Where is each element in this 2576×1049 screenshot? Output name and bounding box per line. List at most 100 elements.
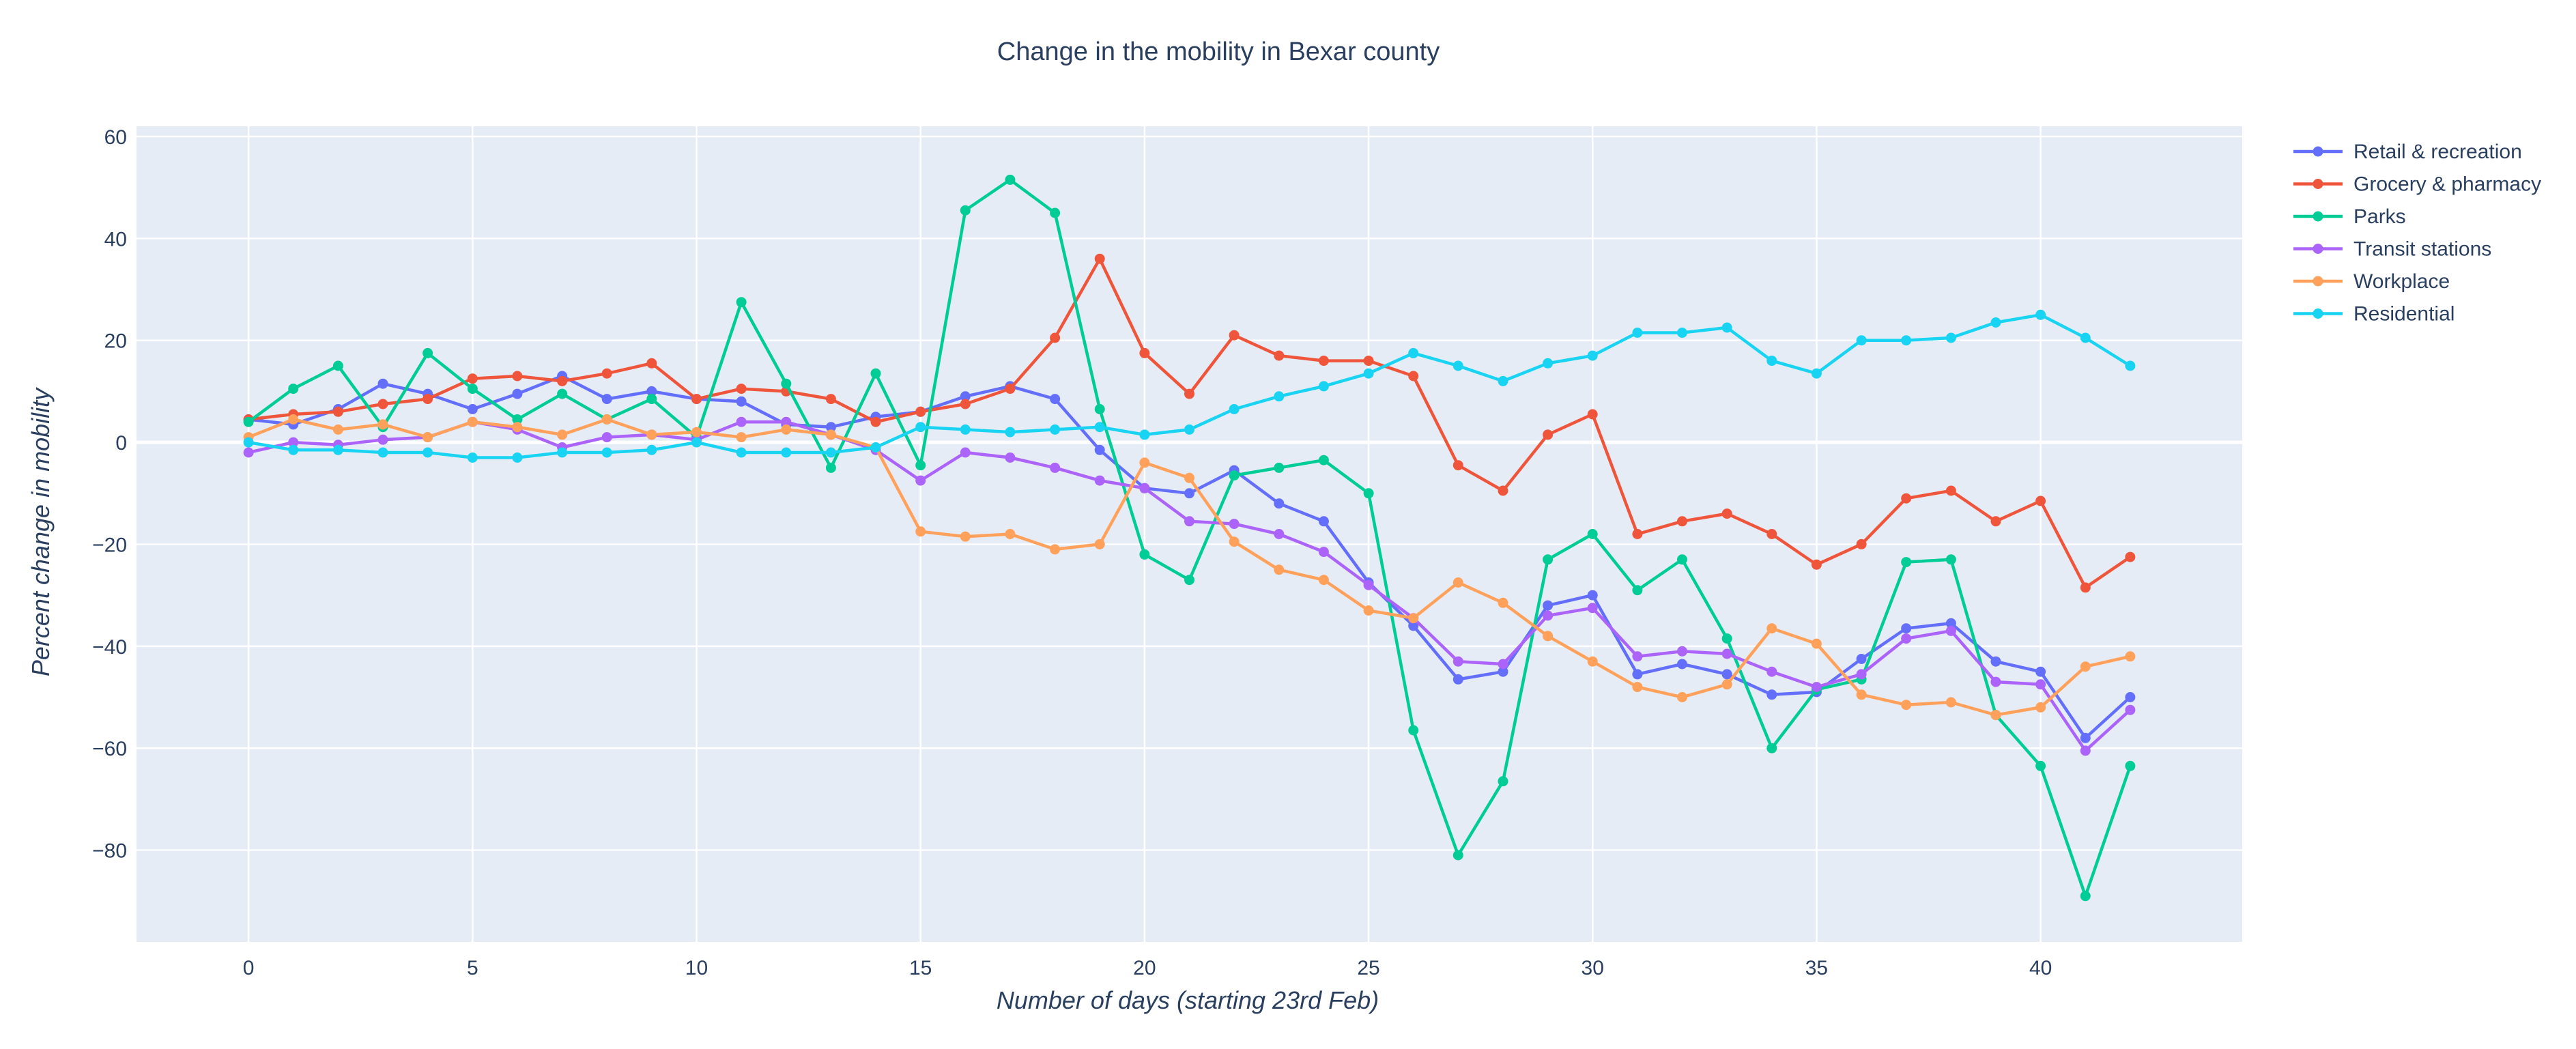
data-point-grocery-pharmacy[interactable]	[377, 399, 388, 409]
data-point-parks[interactable]	[1408, 725, 1419, 736]
data-point-residential[interactable]	[1721, 322, 1732, 333]
data-point-workplace[interactable]	[423, 432, 433, 443]
data-point-residential[interactable]	[288, 444, 299, 455]
data-point-parks[interactable]	[1318, 455, 1329, 465]
data-point-parks[interactable]	[646, 394, 657, 405]
data-point-retail-recreation[interactable]	[1990, 656, 2001, 667]
data-point-workplace[interactable]	[1229, 536, 1240, 547]
data-point-retail-recreation[interactable]	[601, 394, 612, 405]
data-point-workplace[interactable]	[332, 424, 343, 435]
data-point-residential[interactable]	[1766, 356, 1777, 367]
data-point-residential[interactable]	[960, 424, 971, 435]
data-point-retail-recreation[interactable]	[1766, 689, 1777, 700]
data-point-residential[interactable]	[870, 442, 881, 452]
data-point-workplace[interactable]	[512, 422, 523, 433]
data-point-workplace[interactable]	[646, 429, 657, 440]
data-point-transit-stations[interactable]	[1050, 462, 1061, 473]
data-point-parks[interactable]	[1452, 850, 1463, 861]
data-point-workplace[interactable]	[2080, 661, 2091, 672]
data-point-grocery-pharmacy[interactable]	[1543, 429, 1554, 440]
data-point-workplace[interactable]	[1587, 656, 1598, 667]
data-point-transit-stations[interactable]	[2125, 704, 2136, 715]
data-point-workplace[interactable]	[1139, 457, 1150, 468]
data-point-grocery-pharmacy[interactable]	[1587, 409, 1598, 420]
data-point-residential[interactable]	[1632, 328, 1643, 338]
data-point-workplace[interactable]	[1766, 623, 1777, 634]
data-point-residential[interactable]	[1363, 368, 1374, 379]
data-point-transit-stations[interactable]	[1498, 659, 1508, 670]
data-point-residential[interactable]	[557, 447, 568, 458]
data-point-residential[interactable]	[1811, 368, 1822, 379]
data-point-residential[interactable]	[332, 444, 343, 455]
data-point-grocery-pharmacy[interactable]	[1139, 347, 1150, 358]
data-point-parks[interactable]	[557, 388, 568, 399]
data-point-grocery-pharmacy[interactable]	[2125, 551, 2136, 562]
data-point-retail-recreation[interactable]	[1543, 600, 1554, 611]
data-point-retail-recreation[interactable]	[1498, 666, 1508, 677]
data-point-transit-stations[interactable]	[1990, 676, 2001, 687]
data-point-retail-recreation[interactable]	[2035, 666, 2046, 677]
data-point-workplace[interactable]	[781, 424, 792, 435]
data-point-workplace[interactable]	[1721, 679, 1732, 690]
data-point-parks[interactable]	[1184, 575, 1194, 586]
legend-item-retail-recreation[interactable]: Retail & recreation	[2293, 141, 2522, 163]
data-point-grocery-pharmacy[interactable]	[1094, 253, 1105, 264]
data-point-parks[interactable]	[1632, 585, 1643, 596]
data-point-transit-stations[interactable]	[1005, 452, 1016, 463]
data-point-workplace[interactable]	[1811, 638, 1822, 649]
data-point-grocery-pharmacy[interactable]	[1274, 350, 1285, 361]
data-point-residential[interactable]	[825, 447, 836, 458]
data-point-parks[interactable]	[781, 378, 792, 389]
data-point-retail-recreation[interactable]	[1901, 623, 1912, 634]
data-point-workplace[interactable]	[1856, 689, 1867, 700]
data-point-grocery-pharmacy[interactable]	[1677, 516, 1687, 527]
data-point-retail-recreation[interactable]	[2125, 692, 2136, 702]
data-point-residential[interactable]	[423, 447, 433, 458]
data-point-grocery-pharmacy[interactable]	[1766, 529, 1777, 539]
data-point-transit-stations[interactable]	[1452, 656, 1463, 667]
data-point-retail-recreation[interactable]	[512, 388, 523, 399]
data-point-grocery-pharmacy[interactable]	[1945, 485, 1956, 496]
data-point-residential[interactable]	[1452, 360, 1463, 371]
data-point-workplace[interactable]	[1498, 597, 1508, 608]
data-point-transit-stations[interactable]	[1139, 483, 1150, 493]
data-point-transit-stations[interactable]	[288, 437, 299, 448]
data-point-transit-stations[interactable]	[1274, 529, 1285, 539]
data-point-residential[interactable]	[1901, 335, 1912, 346]
data-point-transit-stations[interactable]	[1901, 633, 1912, 644]
data-point-parks[interactable]	[1094, 404, 1105, 414]
data-point-residential[interactable]	[2035, 309, 2046, 320]
data-point-grocery-pharmacy[interactable]	[691, 394, 702, 405]
legend-item-workplace[interactable]: Workplace	[2293, 270, 2450, 293]
data-point-transit-stations[interactable]	[1229, 519, 1240, 530]
data-point-workplace[interactable]	[467, 416, 478, 427]
data-point-residential[interactable]	[1543, 358, 1554, 369]
data-point-grocery-pharmacy[interactable]	[1050, 332, 1061, 343]
data-point-grocery-pharmacy[interactable]	[960, 399, 971, 409]
data-point-workplace[interactable]	[1990, 710, 2001, 721]
data-point-parks[interactable]	[1363, 488, 1374, 499]
data-point-residential[interactable]	[736, 447, 747, 458]
data-point-workplace[interactable]	[1050, 544, 1061, 555]
data-point-transit-stations[interactable]	[781, 416, 792, 427]
data-point-parks[interactable]	[1005, 174, 1016, 185]
data-point-residential[interactable]	[377, 447, 388, 458]
data-point-parks[interactable]	[825, 462, 836, 473]
data-point-residential[interactable]	[1677, 328, 1687, 338]
data-point-parks[interactable]	[1139, 549, 1150, 560]
data-point-transit-stations[interactable]	[1184, 516, 1194, 527]
data-point-workplace[interactable]	[825, 429, 836, 440]
data-point-grocery-pharmacy[interactable]	[1990, 516, 2001, 527]
data-point-grocery-pharmacy[interactable]	[736, 384, 747, 394]
data-point-residential[interactable]	[1005, 427, 1016, 437]
data-point-retail-recreation[interactable]	[1587, 590, 1598, 601]
data-point-transit-stations[interactable]	[1318, 547, 1329, 558]
data-point-retail-recreation[interactable]	[736, 396, 747, 407]
data-point-parks[interactable]	[1945, 554, 1956, 565]
data-point-residential[interactable]	[243, 437, 254, 448]
data-point-residential[interactable]	[512, 452, 523, 463]
data-point-grocery-pharmacy[interactable]	[423, 394, 433, 405]
data-point-parks[interactable]	[1274, 462, 1285, 473]
data-point-parks[interactable]	[1901, 557, 1912, 568]
data-point-workplace[interactable]	[1901, 700, 1912, 710]
